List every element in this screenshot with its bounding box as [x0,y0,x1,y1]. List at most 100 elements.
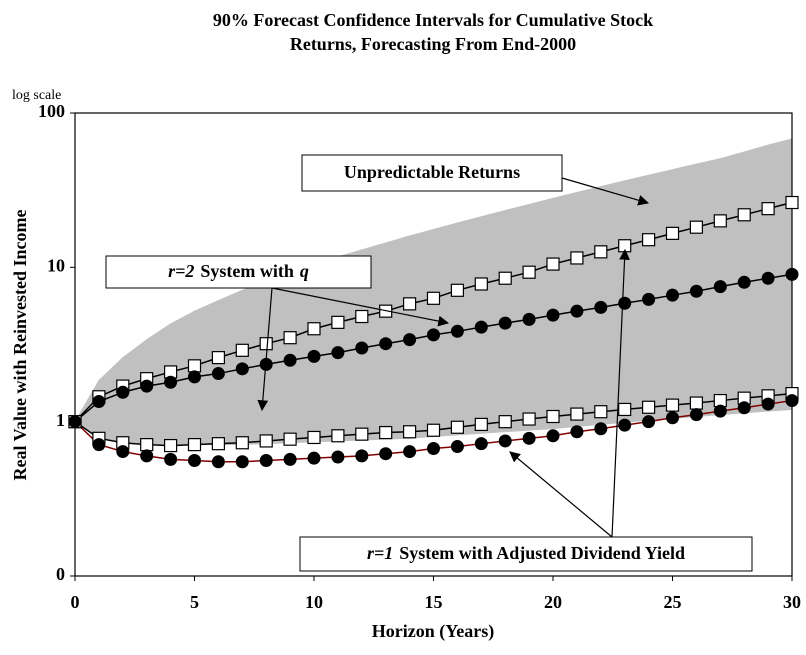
circle-marker [785,394,799,408]
y-tick-label: 1 [56,410,65,430]
square-marker [570,407,584,421]
y-tick-label: 10 [47,255,65,275]
annotation-segment: r=1 [367,543,393,563]
square-marker [450,283,464,297]
circle-marker [522,312,536,326]
annotation-arrow [611,248,630,538]
annotation-arrow [257,287,273,412]
annotation-segment: System with Adjusted Dividend Yield [399,543,685,563]
x-tick-label: 10 [305,592,323,612]
square-marker [164,438,178,453]
square-marker [259,434,273,448]
circle-marker [713,404,727,418]
circle-marker [761,271,775,285]
square-marker [379,425,393,440]
circle-marker [666,411,679,425]
square-marker [522,412,536,426]
square-marker [307,322,321,336]
x-tick-label: 15 [425,592,443,612]
circle-marker [403,333,417,347]
square-marker [737,208,751,222]
x-tick-label: 5 [190,592,199,612]
x-tick-label: 20 [544,592,562,612]
circle-marker [427,442,440,456]
square-marker [211,351,225,365]
square-marker [498,271,512,285]
circle-marker [474,437,488,451]
circle-marker [618,418,632,432]
annotation-box [105,255,372,289]
circle-marker [92,395,106,409]
square-marker [331,429,345,443]
circle-marker [570,304,584,318]
y-axis-label: Real Value with Reinvested Income [10,209,30,480]
circle-marker [283,452,297,466]
square-marker [355,427,369,441]
circle-marker [235,362,249,376]
circle-marker [331,450,345,464]
square-marker [594,405,608,419]
circle-marker [666,288,679,302]
x-tick-label: 25 [664,592,682,612]
circle-marker [307,451,321,465]
circle-marker [713,280,727,294]
circle-marker [379,447,393,461]
circle-marker [761,397,775,411]
annotation-box [301,154,563,192]
square-marker [665,226,680,240]
circle-marker [140,449,154,463]
circle-marker [737,401,751,415]
square-marker [235,436,249,450]
square-marker [450,420,464,434]
square-marker [785,195,799,210]
square-marker [665,398,680,412]
circle-marker [498,316,512,330]
circle-marker [474,320,488,334]
circle-marker [164,375,178,389]
circle-marker [164,452,178,466]
annotation-arrow [509,451,613,538]
circle-marker [618,296,632,310]
square-marker [689,220,704,234]
annotation-segment: System with [200,261,294,281]
square-marker [713,214,727,228]
square-marker [618,402,632,417]
circle-marker [689,284,703,298]
circle-marker [116,445,130,459]
circle-marker [785,267,799,281]
square-marker [498,415,512,429]
annotation-text: r=1 System with Adjusted Dividend Yield [367,543,685,563]
x-tick-label: 30 [783,592,801,612]
square-marker [546,257,560,271]
circle-marker [737,275,751,289]
circle-marker [331,346,345,360]
circle-marker [235,455,249,469]
circle-marker [403,445,417,459]
annotation-segment: Unpredictable Returns [344,162,520,182]
circle-marker [211,367,225,381]
circle-marker [188,370,201,384]
circle-marker [498,434,512,448]
y-tick-label: 100 [38,101,65,121]
y-tick-label: 0 [56,564,65,584]
square-marker [426,423,441,437]
square-marker [522,265,536,279]
circle-marker [450,324,464,338]
x-axis-label: Horizon (Years) [372,621,494,642]
circle-marker [355,341,369,355]
annotation-segment: r=2 [168,261,194,281]
circle-marker [570,425,584,439]
circle-marker [546,429,560,443]
square-marker [594,245,608,259]
square-marker [761,202,775,216]
circle-marker [355,449,369,463]
circle-marker [427,328,440,342]
annotation-segment: q [300,261,309,281]
annotation-text: Unpredictable Returns [344,162,520,182]
circle-marker [283,353,297,367]
circle-marker [642,415,656,429]
chart-title: Returns, Forecasting From End-2000 [290,34,576,54]
chart-title: 90% Forecast Confidence Intervals for Cu… [213,10,653,30]
square-marker [474,277,488,291]
circle-marker [92,438,106,452]
